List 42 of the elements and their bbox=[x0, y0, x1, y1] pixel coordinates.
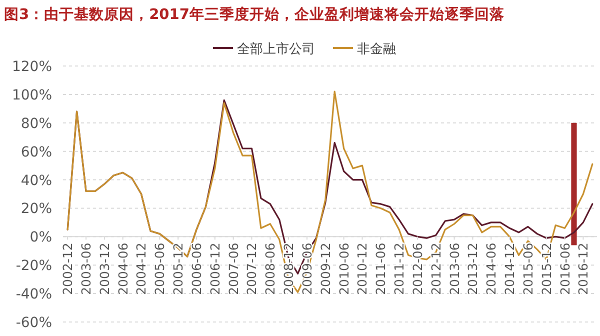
x-tick-label: 2012-12 bbox=[428, 242, 444, 295]
x-tick-label: 2009-06 bbox=[299, 242, 314, 295]
x-tick-label: 2014-06 bbox=[484, 242, 499, 295]
x-tick-label: 2013-12 bbox=[465, 242, 480, 295]
chart-title: 图3：由于基数原因，2017年三季度开始，企业盈利增速将会开始逐季回落 bbox=[4, 5, 504, 23]
y-tick-label: 80% bbox=[20, 116, 52, 132]
y-tick-label: -20% bbox=[16, 258, 52, 274]
x-tick-label: 2007-12 bbox=[244, 242, 260, 295]
x-tick-label: 2003-06 bbox=[78, 242, 94, 295]
x-tick-label: 2005-12 bbox=[170, 242, 186, 295]
x-tick-label: 2009-12 bbox=[318, 242, 333, 295]
x-tick-label: 2008-06 bbox=[262, 242, 278, 295]
y-tick-label: -40% bbox=[16, 286, 52, 303]
y-tick-label: -60% bbox=[16, 315, 52, 331]
x-tick-label: 2012-06 bbox=[410, 242, 425, 295]
x-tick-label: 2004-12 bbox=[134, 242, 149, 295]
x-tick-label: 2007-06 bbox=[226, 242, 241, 295]
x-tick-label: 2015-12 bbox=[538, 242, 554, 295]
x-tick-label: 2005-06 bbox=[152, 242, 168, 295]
legend-label: 全部上市公司 bbox=[237, 42, 315, 57]
x-tick-label: 2003-12 bbox=[96, 242, 112, 295]
legend-label: 非金融 bbox=[357, 42, 396, 57]
y-tick-label: 120% bbox=[12, 59, 52, 75]
y-tick-label: 60% bbox=[20, 144, 52, 160]
y-tick-label: 20% bbox=[20, 201, 52, 218]
x-tick-label: 2002-12 bbox=[60, 242, 76, 295]
x-tick-label: 2006-12 bbox=[207, 242, 222, 295]
x-tick-label: 2008-12 bbox=[281, 242, 296, 295]
x-tick-label: 2016-06 bbox=[557, 242, 572, 295]
x-tick-label: 2006-06 bbox=[189, 242, 204, 295]
x-tick-label: 2011-06 bbox=[373, 242, 388, 295]
x-tick-label: 2004-06 bbox=[115, 242, 130, 295]
x-tick-label: 2010-06 bbox=[336, 242, 352, 295]
x-tick-label: 2013-06 bbox=[446, 242, 462, 295]
x-tick-label: 2010-12 bbox=[354, 242, 370, 295]
y-tick-label: 40% bbox=[20, 172, 52, 189]
x-tick-label: 2015-06 bbox=[520, 242, 536, 295]
x-tick-label: 2014-12 bbox=[502, 242, 518, 295]
y-tick-label: 0% bbox=[30, 230, 52, 246]
x-tick-label: 2016-12 bbox=[576, 242, 591, 295]
x-tick-label: 2011-12 bbox=[392, 242, 407, 295]
y-tick-label: 100% bbox=[12, 87, 52, 104]
